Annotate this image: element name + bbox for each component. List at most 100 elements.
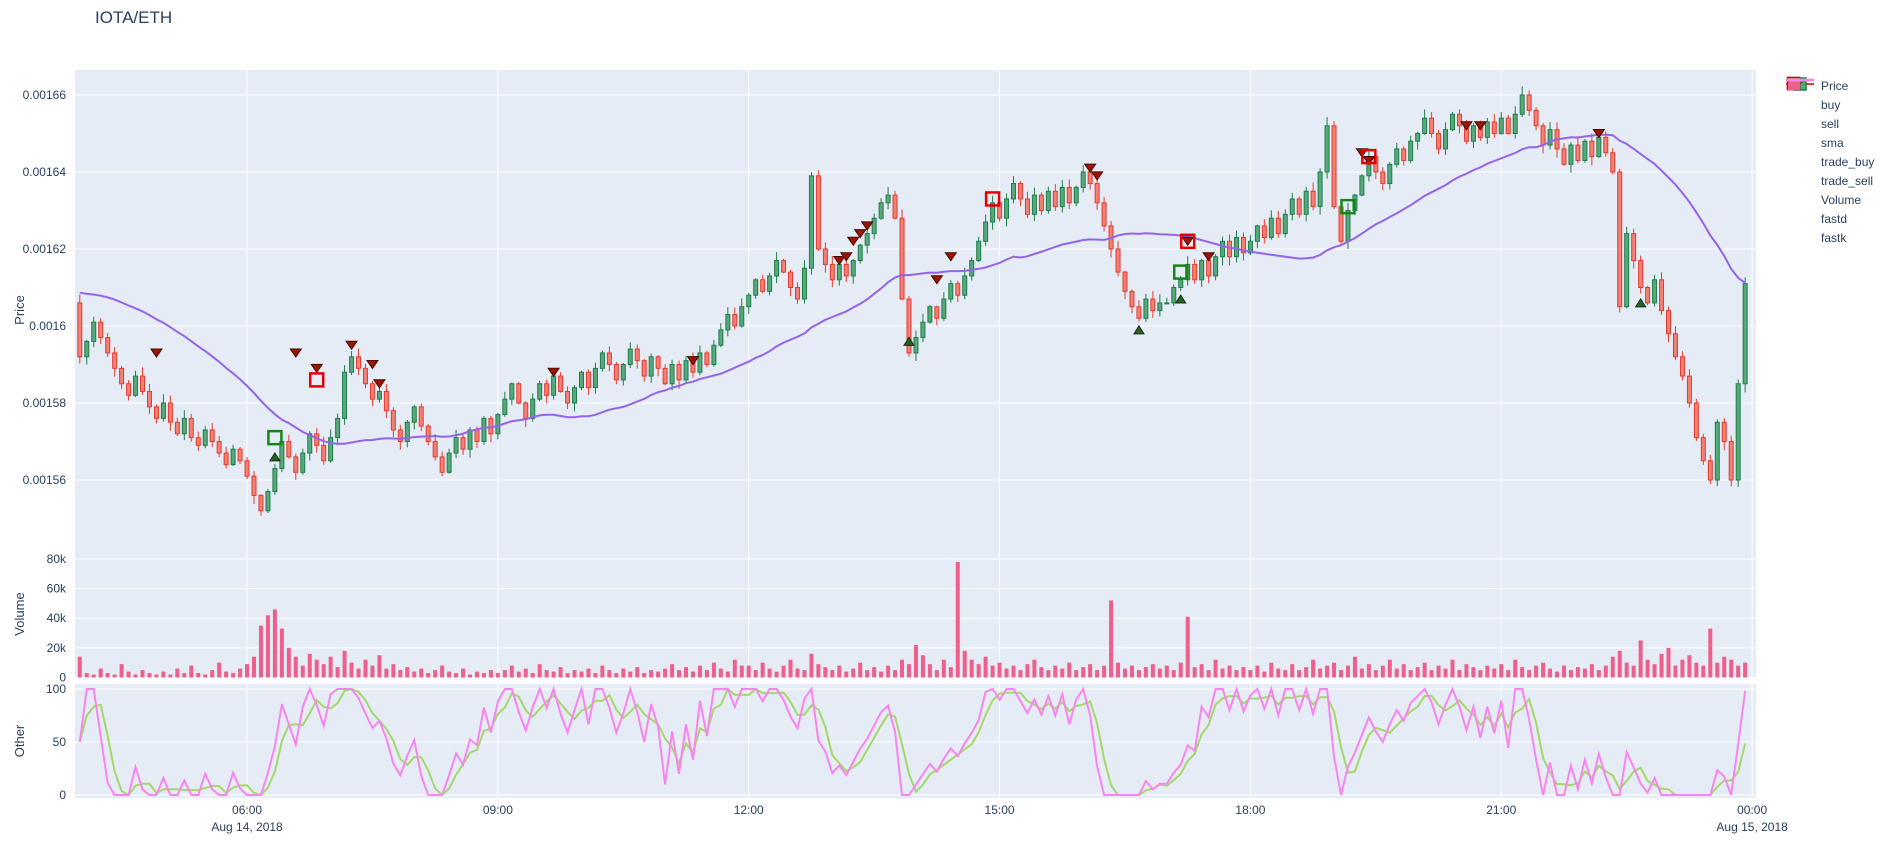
volume-bar [844, 671, 849, 678]
volume-bar [272, 609, 277, 678]
candle [711, 344, 717, 365]
volume-bar [1206, 670, 1211, 678]
candle [251, 475, 257, 496]
sell-marker [1592, 129, 1606, 139]
legend-label: Volume [1821, 192, 1862, 207]
candle [704, 352, 710, 366]
candle [634, 348, 640, 362]
svg-text:40k: 40k [47, 611, 67, 625]
candle [613, 364, 619, 381]
candle [174, 421, 180, 435]
candle [279, 441, 285, 469]
candle [892, 194, 898, 219]
candle [1171, 287, 1177, 304]
candle [453, 437, 459, 454]
legend-item-fastk[interactable]: fastk [1786, 78, 1874, 247]
volume-bar [906, 664, 911, 678]
candle [885, 194, 891, 204]
volume-bar [865, 670, 870, 678]
buy-marker [1133, 324, 1145, 335]
candle [1603, 136, 1609, 154]
sell-marker [1362, 155, 1376, 166]
candle [258, 494, 264, 512]
volume-bar [1345, 665, 1350, 678]
candle [244, 460, 250, 477]
volume-bar [1213, 659, 1218, 678]
volume-bar [1339, 670, 1344, 678]
candle [112, 352, 118, 369]
legend-item-buy[interactable]: buy [1786, 78, 1874, 114]
volume-bar [356, 668, 361, 678]
candle [195, 437, 201, 446]
legend-item-sma[interactable]: sma [1786, 78, 1874, 152]
candle [119, 367, 125, 385]
candle [899, 217, 905, 300]
volume-bar [537, 664, 542, 678]
volume-bar [1520, 667, 1525, 678]
candle [509, 383, 515, 400]
volume-bar [1332, 662, 1337, 678]
volume-bar [677, 670, 682, 678]
candle [941, 298, 947, 319]
legend-item-volume[interactable]: Volume [1786, 78, 1874, 209]
volume-bar [955, 561, 960, 678]
volume-bar [98, 668, 103, 678]
volume-bar [1387, 659, 1392, 678]
svg-text:0.00164: 0.00164 [23, 165, 67, 179]
volume-bar [1513, 659, 1518, 678]
candle [1017, 183, 1023, 200]
volume-bar [1025, 664, 1030, 678]
volume-bar [1429, 670, 1434, 678]
volume-bar [314, 659, 319, 678]
candle [523, 402, 529, 419]
candle [781, 260, 787, 273]
volume-bar [1715, 662, 1720, 678]
oscillator-panel[interactable] [78, 685, 1747, 797]
volume-bar [279, 628, 284, 678]
svg-text:Price: Price [12, 295, 27, 325]
candle [822, 248, 828, 265]
candle [237, 448, 243, 462]
price-panel[interactable] [77, 86, 1748, 516]
sell-marker [930, 275, 944, 285]
candle [1596, 136, 1602, 158]
volume-bar [119, 664, 124, 678]
volume-bar [1053, 665, 1058, 678]
volume-bar [1582, 668, 1587, 678]
sell-marker [366, 360, 379, 370]
volume-bar [238, 668, 243, 678]
legend-item-trade_buy[interactable]: trade_buy [1786, 76, 1874, 171]
legend-item-sell[interactable]: sell [1786, 78, 1874, 133]
candle [105, 337, 111, 354]
candle [1115, 248, 1121, 273]
volume-bar [1401, 664, 1406, 678]
legend-label: sma [1821, 135, 1844, 150]
legend-item-fastd[interactable]: fastd [1786, 78, 1874, 228]
fastd-line [78, 687, 1747, 797]
volume-bar [1568, 670, 1573, 678]
trade-sell-marker [984, 191, 1001, 207]
candle [1436, 133, 1442, 150]
volume-bar [454, 673, 459, 678]
volume-bar [1596, 670, 1601, 678]
candle [146, 390, 152, 408]
svg-text:21:00: 21:00 [1486, 803, 1516, 817]
volume-bar [412, 671, 417, 678]
svg-text:20k: 20k [47, 641, 67, 655]
volume-bar [711, 662, 716, 678]
volume-panel[interactable] [77, 561, 1748, 678]
candle [572, 387, 578, 404]
svg-text:100: 100 [46, 682, 66, 696]
volume-bar [697, 665, 702, 678]
candle [286, 441, 292, 458]
buy-marker [1634, 297, 1647, 308]
candle [307, 433, 313, 454]
legend-item-trade_sell[interactable]: trade_sell [1786, 76, 1874, 190]
svg-text:Aug 14, 2018: Aug 14, 2018 [211, 820, 283, 834]
volume-bar [1736, 665, 1741, 678]
legend-label: fastk [1821, 230, 1847, 245]
candle [1721, 421, 1727, 442]
volume-bar [1004, 668, 1009, 678]
svg-text:0.0016: 0.0016 [29, 319, 66, 333]
candle [188, 417, 194, 439]
